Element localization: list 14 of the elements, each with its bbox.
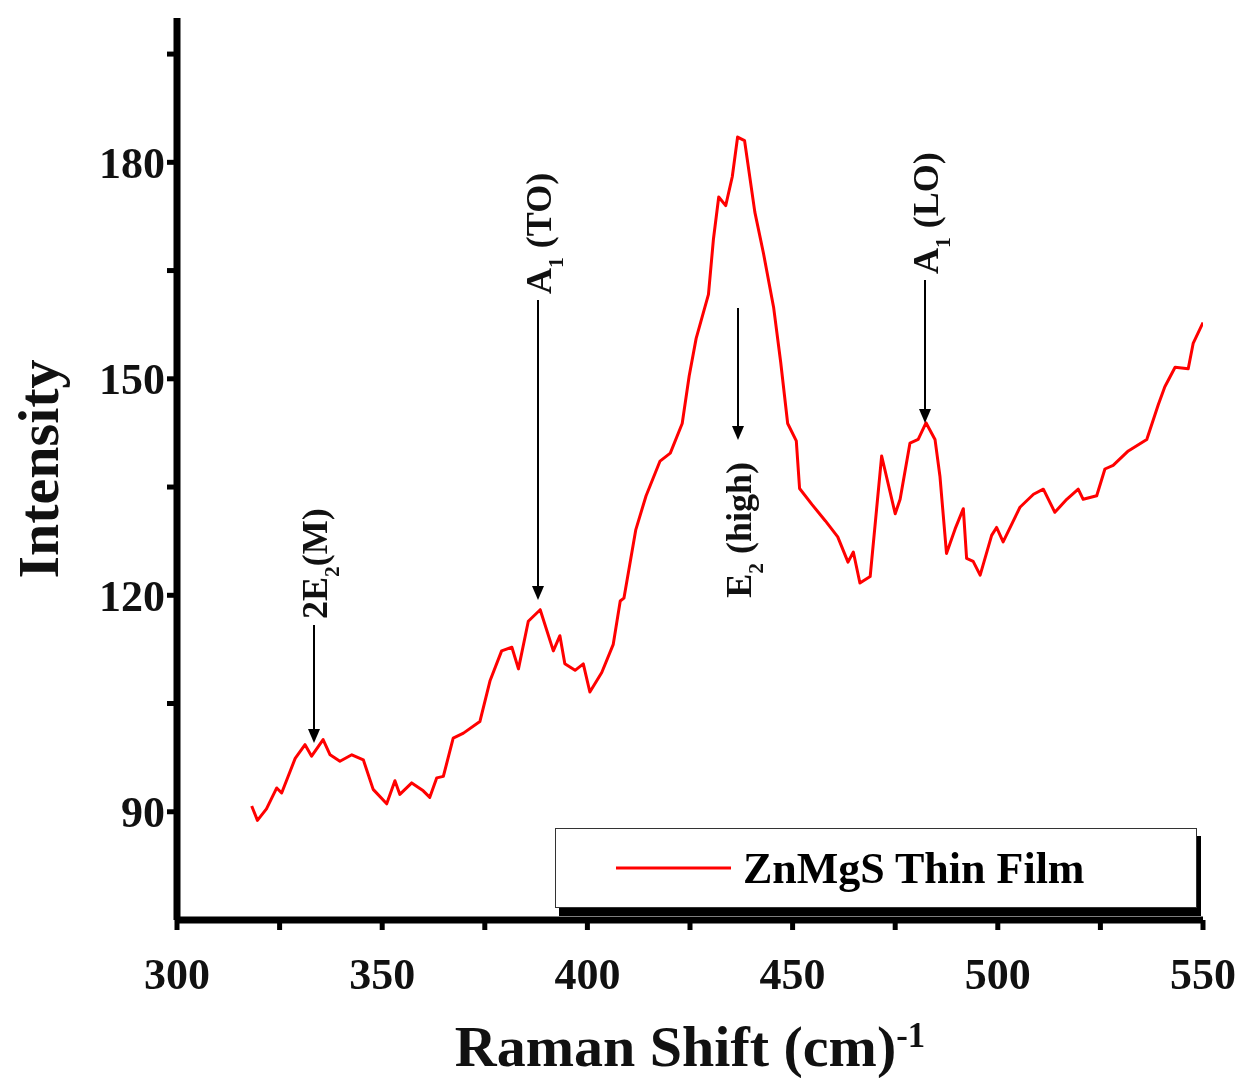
y-tick-label: 120 [99,571,165,621]
y-tick-label: 180 [99,138,165,188]
x-tick-label: 400 [554,950,621,1000]
x-tick-label: 300 [144,950,210,1000]
y-tick-label: 90 [121,788,165,838]
x-tick-label: 500 [964,950,1031,1000]
line-series [250,135,1203,822]
y-axis-title: Intensity [6,359,71,579]
legend-label: ZnMgS Thin Film [743,842,1085,894]
x-tick-label: 550 [1170,950,1236,1000]
x-tick-label: 450 [759,950,826,1000]
x-axis-title: Raman Shift (cm)$^{-1}$ [454,1014,926,1078]
x-tick-label: 350 [349,950,416,1000]
y-tick-label: 150 [99,355,165,405]
